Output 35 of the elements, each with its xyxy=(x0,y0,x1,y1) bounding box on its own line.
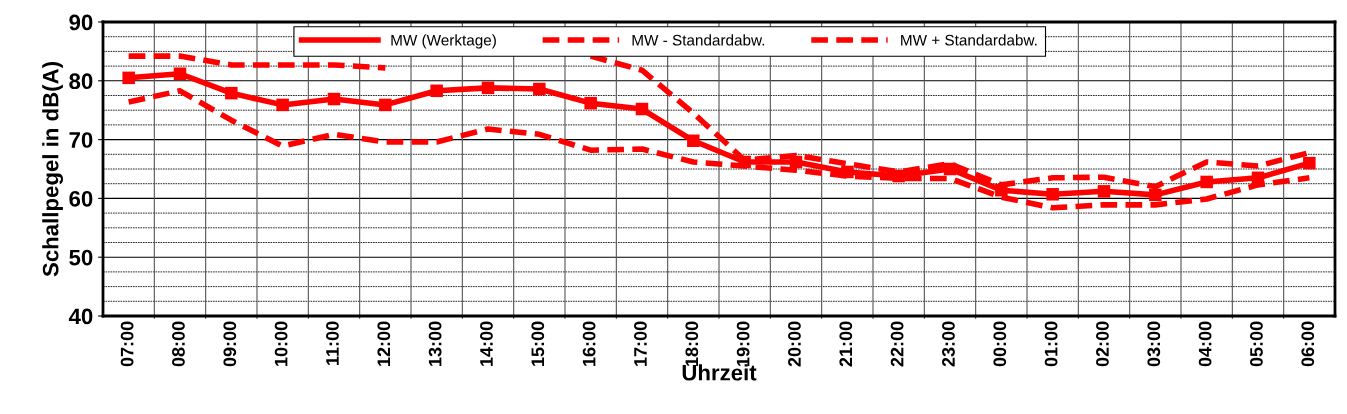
y-axis-title: Schallpegel in dB(A) xyxy=(42,62,64,277)
x-tick-label: 11:00 xyxy=(326,321,339,365)
x-tick-label: 15:00 xyxy=(531,321,545,366)
y-tick-label: 90 xyxy=(69,14,93,31)
x-tick-label: 13:00 xyxy=(428,321,442,366)
x-tick-label: 19:00 xyxy=(736,321,750,366)
x-tick-label: 22:00 xyxy=(890,321,904,367)
x-tick-label: 10:00 xyxy=(274,321,288,366)
x-tick-label: 14:00 xyxy=(480,321,493,366)
x-tick-label: 01:00 xyxy=(1044,321,1058,367)
x-tick-label: 17:00 xyxy=(634,321,647,366)
x-tick-label: 18:00 xyxy=(685,321,699,366)
x-tick-label: 05:00 xyxy=(1250,321,1263,367)
y-tick-label: 50 xyxy=(69,249,93,266)
x-tick-label: 02:00 xyxy=(1096,321,1109,367)
y-tick-label: 40 xyxy=(68,308,93,325)
y-tick-label: 70 xyxy=(69,132,93,148)
x-tick-label: 07:00 xyxy=(120,321,134,367)
x-tick-label: 23:00 xyxy=(942,321,955,367)
x-tick-label: 00:00 xyxy=(993,321,1007,367)
legend-label: MW (Werktage) xyxy=(391,34,496,49)
y-tick-label: 80 xyxy=(69,73,93,90)
x-tick-label: 06:00 xyxy=(1301,321,1315,367)
y-tick-label: 60 xyxy=(69,190,93,207)
x-tick-label: 09:00 xyxy=(223,321,237,367)
x-axis-title: Uhrzeit xyxy=(682,364,757,381)
x-tick-label: 21:00 xyxy=(839,321,853,367)
legend-label: MW + Standardabw. xyxy=(901,34,1037,46)
x-tick-label: 04:00 xyxy=(1198,321,1212,367)
legend-label: MW - Standardabw. xyxy=(632,34,765,46)
x-tick-label: 08:00 xyxy=(172,321,185,367)
x-tick-label: 20:00 xyxy=(788,321,801,367)
x-tick-label: 16:00 xyxy=(582,321,596,366)
x-tick-label: 03:00 xyxy=(1147,321,1161,367)
x-tick-label: 12:00 xyxy=(377,321,391,366)
